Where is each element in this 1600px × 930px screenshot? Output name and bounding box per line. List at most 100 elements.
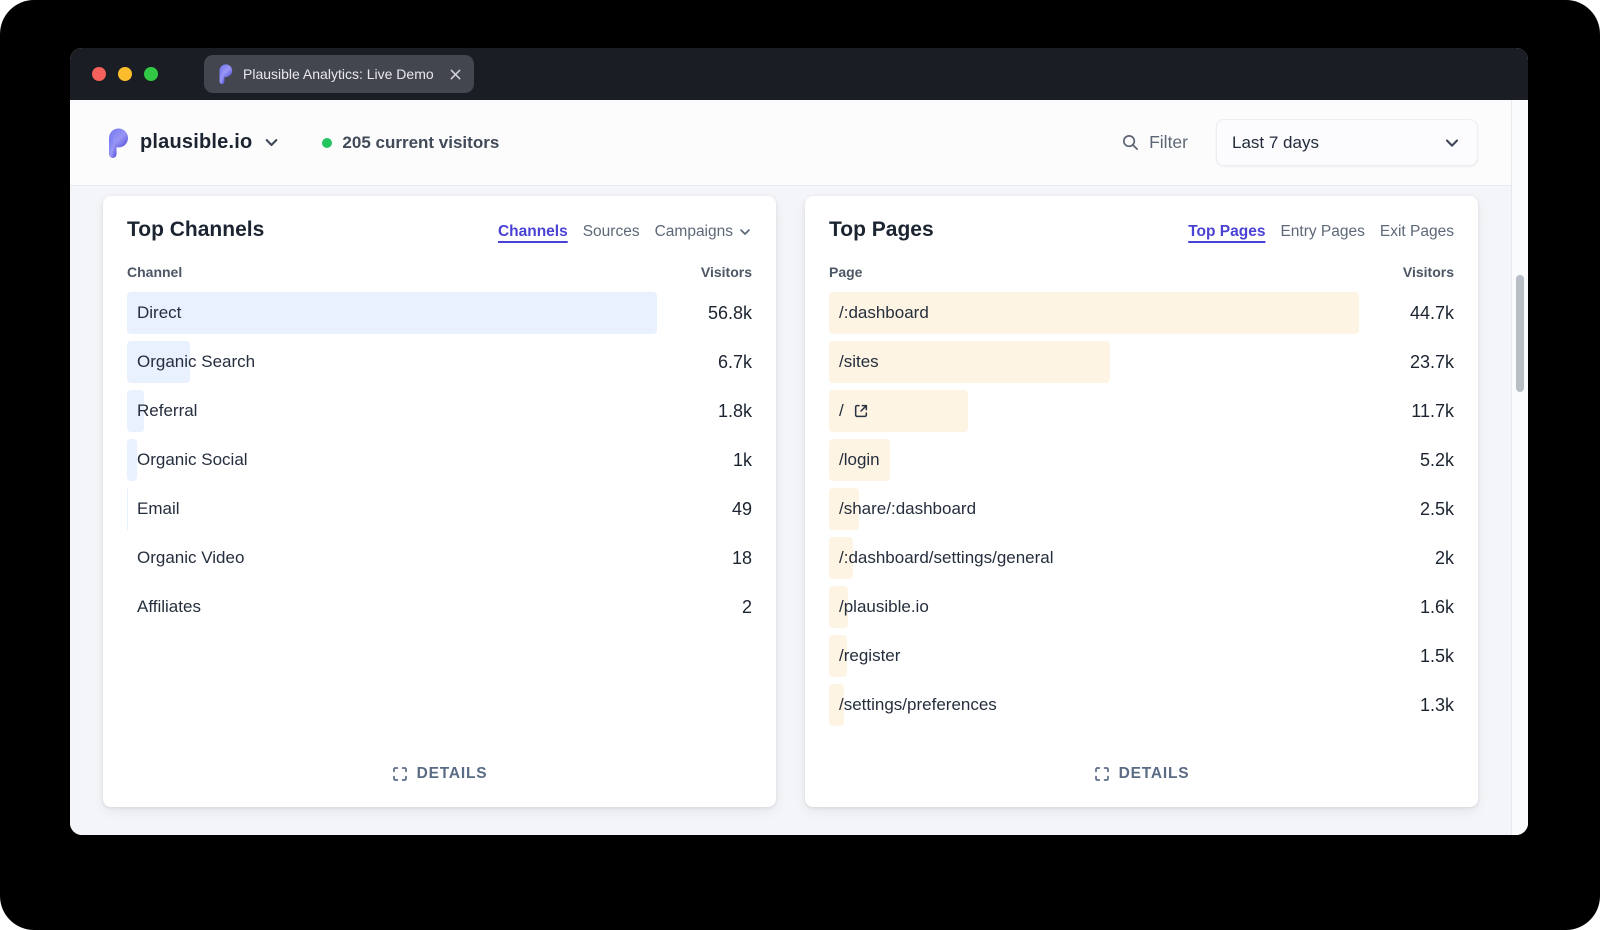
bar-zone (829, 586, 1359, 628)
tab-close-icon[interactable] (449, 68, 462, 81)
channel-row[interactable]: Affiliates 2 (127, 586, 752, 628)
panel-tab[interactable]: Exit Pages (1380, 223, 1454, 241)
page-label: /share/:dashboard (839, 499, 977, 518)
page-row[interactable]: /:dashboard 44.7k (829, 292, 1454, 334)
channel-row[interactable]: Organic Search 6.7k (127, 341, 752, 383)
metric-column-header: Visitors (1402, 264, 1454, 280)
panel-tab-label: Sources (582, 223, 640, 240)
date-range-select[interactable]: Last 7 days (1216, 119, 1478, 166)
window-zoom-button[interactable] (144, 67, 158, 81)
page-row[interactable]: /share/:dashboard 2.5k (829, 488, 1454, 530)
bar-zone (829, 537, 1359, 579)
plausible-favicon-icon (219, 64, 233, 84)
visitors-value: 49 (731, 498, 752, 519)
details-label: DETAILS (1118, 765, 1190, 782)
page-row[interactable]: /plausible.io 1.6k (829, 586, 1454, 628)
dimension-column-header: Page (829, 264, 863, 280)
page-row[interactable]: /sites 23.7k (829, 341, 1454, 383)
details-button[interactable]: DETAILS (1094, 765, 1190, 783)
page-row[interactable]: /login 5.2k (829, 439, 1454, 481)
details-button[interactable]: DETAILS (392, 765, 488, 783)
browser-tab[interactable]: Plausible Analytics: Live Demo (204, 55, 474, 93)
channel-label: Organic Video (137, 548, 245, 567)
date-range-value: Last 7 days (1232, 132, 1319, 152)
window-minimize-button[interactable] (118, 67, 132, 81)
panel-tab[interactable]: Top Pages (1188, 223, 1265, 241)
page-bar (829, 586, 849, 628)
external-link-icon[interactable] (853, 403, 869, 419)
row-content: Organic Video (127, 537, 752, 579)
dashboard-header: plausible.io 205 current visitors Filter (70, 100, 1528, 186)
details-label: DETAILS (416, 765, 488, 782)
visitors-value: 1.3k (1419, 694, 1454, 715)
visitors-value: 1.8k (717, 400, 752, 421)
chevron-down-icon (266, 139, 278, 147)
row-content: /settings/preferences (829, 684, 1454, 726)
visitors-value: 1k (732, 449, 752, 470)
column-headers: Channel Visitors (127, 264, 752, 280)
top-channels-card: Top Channels Channels Sources (103, 196, 776, 807)
plausible-logo-icon (109, 128, 128, 158)
row-content: Organic Search (127, 341, 752, 383)
visitors-value: 44.7k (1409, 302, 1454, 323)
row-content: /:dashboard (829, 292, 1454, 334)
channel-row[interactable]: Email 49 (127, 488, 752, 530)
channel-label: Organic Social (137, 450, 248, 469)
filter-button[interactable]: Filter (1121, 132, 1188, 153)
page-body: plausible.io 205 current visitors Filter (70, 100, 1528, 835)
page-bar (829, 390, 968, 432)
dimension-column-header: Channel (127, 264, 183, 280)
panel-tab[interactable]: Campaigns (655, 223, 752, 241)
row-content: /register (829, 635, 1454, 677)
page-label: /login (839, 450, 880, 469)
current-visitors[interactable]: 205 current visitors (322, 133, 499, 153)
channel-row[interactable]: Organic Social 1k (127, 439, 752, 481)
search-icon (1123, 134, 1139, 151)
window-controls (92, 67, 158, 81)
page-row[interactable]: /settings/preferences 1.3k (829, 684, 1454, 726)
visitors-value: 6.7k (717, 351, 752, 372)
channel-row[interactable]: Organic Video 18 (127, 537, 752, 579)
channel-label: Organic Search (137, 352, 256, 371)
metric-column-header: Visitors (700, 264, 752, 280)
visitors-value: 1.5k (1419, 645, 1454, 666)
chevron-down-icon (740, 229, 750, 235)
top-channels-tabs: Channels Sources Campaigns (498, 223, 752, 241)
row-content: /login (829, 439, 1454, 481)
channels-list: Direct 56.8k Organic Search (127, 292, 752, 628)
window-close-button[interactable] (92, 67, 106, 81)
page-row[interactable]: /:dashboard/settings/general 2k (829, 537, 1454, 579)
site-switcher[interactable]: plausible.io (104, 128, 280, 158)
page-label: /sites (839, 352, 879, 371)
scrollbar-thumb[interactable] (1516, 275, 1524, 392)
details-container: DETAILS (829, 747, 1454, 783)
expand-icon (1094, 767, 1109, 781)
panel-tab-label: Entry Pages (1280, 223, 1365, 240)
bar-zone (127, 292, 657, 334)
channel-bar (127, 488, 128, 530)
bar-zone (829, 292, 1359, 334)
page-label: /:dashboard/settings/general (839, 548, 1054, 567)
browser-titlebar: Plausible Analytics: Live Demo (70, 48, 1528, 100)
row-content: /share/:dashboard (829, 488, 1454, 530)
panel-tab[interactable]: Channels (498, 223, 568, 241)
channel-row[interactable]: Referral 1.8k (127, 390, 752, 432)
bar-zone (829, 488, 1359, 530)
channel-row[interactable]: Direct 56.8k (127, 292, 752, 334)
channel-bar (127, 341, 190, 383)
panel-tab[interactable]: Sources (583, 223, 640, 241)
row-content: / (829, 390, 1454, 432)
chevron-down-icon (1445, 138, 1459, 147)
bar-zone (127, 488, 657, 530)
bar-zone (829, 684, 1359, 726)
page-row[interactable]: / 11.7k (829, 390, 1454, 432)
visitors-value: 18 (731, 547, 752, 568)
page-bar (829, 488, 859, 530)
panel-tab[interactable]: Entry Pages (1280, 223, 1364, 241)
page-row[interactable]: /register 1.5k (829, 635, 1454, 677)
page-label: /settings/preferences (839, 695, 997, 714)
bar-zone (829, 341, 1359, 383)
bar-zone (829, 439, 1359, 481)
channel-bar (127, 439, 137, 481)
row-content: Direct (127, 292, 752, 334)
